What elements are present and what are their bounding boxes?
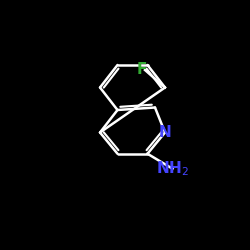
Text: N: N: [159, 125, 172, 140]
Text: F: F: [137, 62, 147, 78]
Text: NH$_2$: NH$_2$: [156, 160, 189, 178]
